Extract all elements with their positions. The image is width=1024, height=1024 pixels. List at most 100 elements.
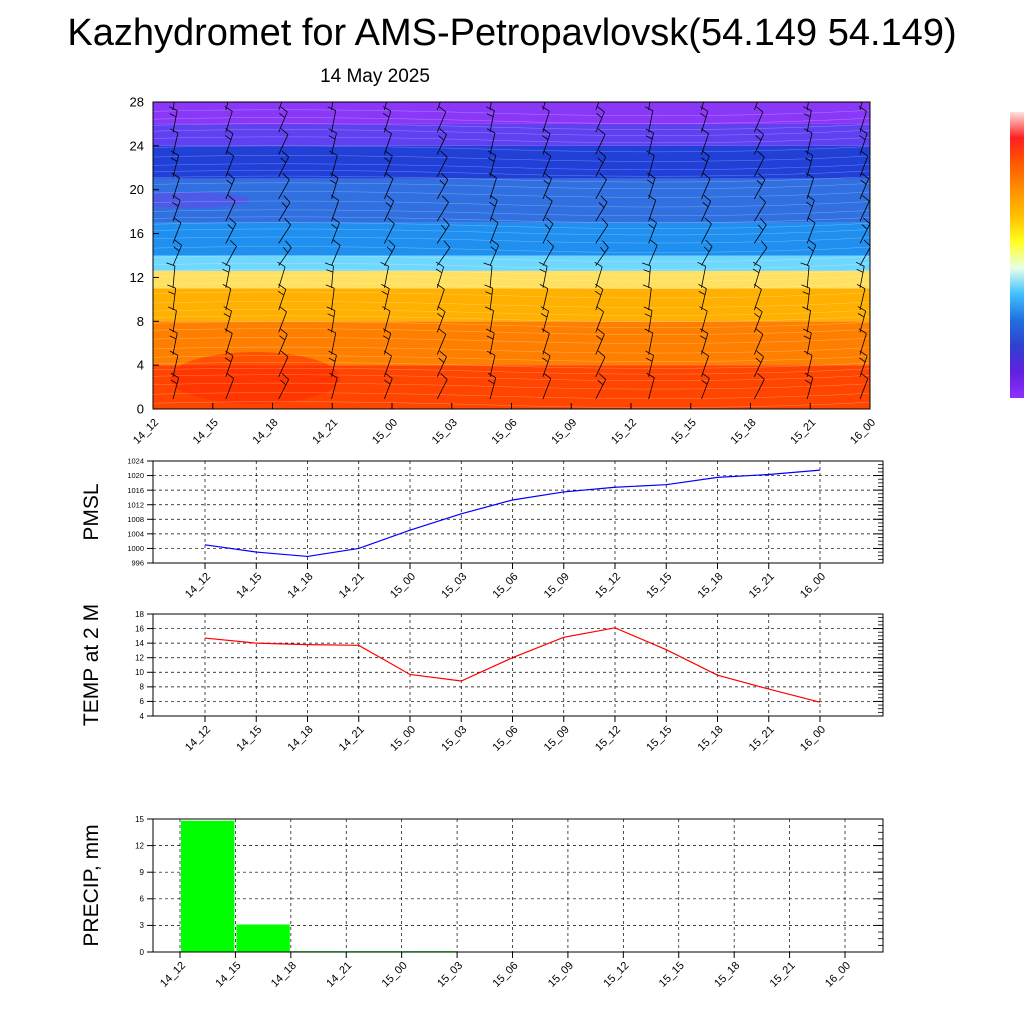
wind-barb-flag [487, 379, 495, 385]
wind-barb [382, 328, 392, 355]
wind-barb-staff [753, 134, 764, 155]
page-title: Kazhydromet for AMS-Petropavlovsk(54.149… [67, 12, 957, 54]
wind-barb [595, 128, 606, 155]
wind-barb [278, 102, 283, 111]
wind-barb-flag [542, 357, 549, 363]
wind-barb [330, 172, 339, 200]
wind-barb [595, 150, 607, 177]
pmsl-frame [152, 460, 884, 564]
wind-barb [221, 261, 231, 288]
wind-barb [753, 173, 766, 200]
wind-barb-staff [436, 156, 448, 177]
wind-barb-staff [806, 377, 814, 400]
wind-barb-flag [598, 373, 607, 380]
wind-barb [169, 350, 179, 377]
wind-barb-staff [278, 224, 292, 244]
wind-barb-flag [227, 195, 236, 202]
heatmap-contour [153, 170, 870, 177]
wind-barb-flag [858, 84, 866, 89]
wind-barb-flag [855, 261, 865, 267]
wind-barb-staff [542, 178, 552, 200]
wind-barb [859, 172, 869, 200]
heatmap-contour [153, 109, 870, 117]
wind-barb-staff [436, 179, 449, 200]
temp-y-tick-label: 16 [135, 624, 144, 633]
wind-barb-staff [331, 377, 338, 400]
pmsl-x-tick-label: 14_21 [337, 571, 367, 601]
wind-barb-staff [595, 224, 609, 244]
wind-barb-flag [599, 173, 607, 180]
temp-x-tick-label: 14_12 [183, 724, 213, 754]
wind-barb-flag [598, 202, 605, 208]
pmsl-y-tick-label: 1000 [127, 544, 144, 553]
wind-barb-flag [803, 113, 811, 118]
heatmap-y-tick-label: 0 [137, 402, 144, 417]
wind-barb [697, 261, 707, 288]
precip-chart: 0 3 6 9 12 15 14_12 14_15 14_18 14_21 15_00 15_03 15… [80, 815, 884, 990]
heatmap-x-tick-label: 16_00 [848, 417, 878, 447]
wind-barb [803, 128, 813, 155]
wind-barb [753, 128, 764, 155]
wind-barb-staff [595, 179, 607, 200]
wind-barb-flag [543, 372, 552, 379]
wind-barb [172, 217, 182, 244]
wind-barb-staff [859, 266, 865, 288]
wind-barb-staff [753, 179, 766, 200]
temp-series-line [204, 627, 821, 703]
wind-barb-flag [381, 291, 389, 295]
wind-barb-flag [802, 306, 811, 311]
wind-barb-flag [439, 179, 446, 186]
wind-barb-staff [384, 333, 392, 355]
wind-barb [225, 239, 237, 266]
wind-barb-staff [859, 355, 868, 377]
wind-barb-flag [435, 268, 443, 274]
wind-barb [646, 372, 655, 400]
wind-barb-flag [281, 202, 288, 208]
wind-barb-flag [280, 379, 287, 386]
wind-barb [384, 239, 396, 266]
wind-barb-flag [756, 350, 764, 358]
wind-barb-flag [756, 128, 764, 135]
wind-barb-flag [486, 113, 494, 118]
wind-barb-flag [648, 224, 655, 229]
wind-barb-flag [328, 128, 337, 134]
heatmap-contour [153, 191, 870, 198]
wind-barb-staff [172, 332, 178, 355]
wind-barb [541, 328, 550, 355]
wind-barb-flag [543, 150, 552, 157]
wind-barb-staff [595, 102, 600, 111]
wind-barb-flag [439, 128, 447, 135]
wind-barb-staff [595, 134, 606, 155]
wind-barb-flag [437, 91, 443, 95]
wind-barb-staff [648, 355, 654, 377]
wind-barb-flag [487, 150, 496, 156]
wind-barb-staff [489, 265, 493, 288]
wind-barb-staff [753, 266, 762, 288]
wind-barb-staff [436, 247, 451, 266]
wind-barb-flag [381, 284, 390, 289]
temp-x-tick-label: 15_21 [747, 724, 777, 754]
wind-barb-staff [595, 111, 605, 133]
heatmap-x-tick-label: 14_21 [310, 417, 340, 447]
wind-barb [806, 217, 816, 244]
wind-barb-flag [171, 172, 180, 179]
wind-barb-flag [544, 172, 552, 179]
wind-barb-staff [701, 246, 713, 266]
pmsl-y-tick-label: 1004 [127, 529, 144, 538]
wind-barb-flag [860, 179, 867, 185]
temp-x-tick-label: 15_18 [696, 724, 726, 754]
wind-barb [487, 372, 497, 400]
wind-barb-staff [489, 222, 499, 244]
pmsl-y-tick-label: 996 [131, 559, 144, 568]
heatmap-contour [153, 222, 870, 229]
wind-barb-flag [756, 179, 763, 186]
wind-barb-staff [384, 246, 396, 266]
wind-barb-flag [488, 172, 497, 179]
wind-barb-flag [858, 328, 867, 334]
wind-barb-flag [382, 328, 392, 334]
wind-barb-staff [806, 177, 814, 200]
temp-x-tick-label: 14_21 [337, 724, 367, 754]
wind-barb-staff [859, 246, 870, 266]
pmsl-x-tick-label: 14_12 [183, 571, 213, 601]
colorbar-ramp [1010, 112, 1024, 398]
